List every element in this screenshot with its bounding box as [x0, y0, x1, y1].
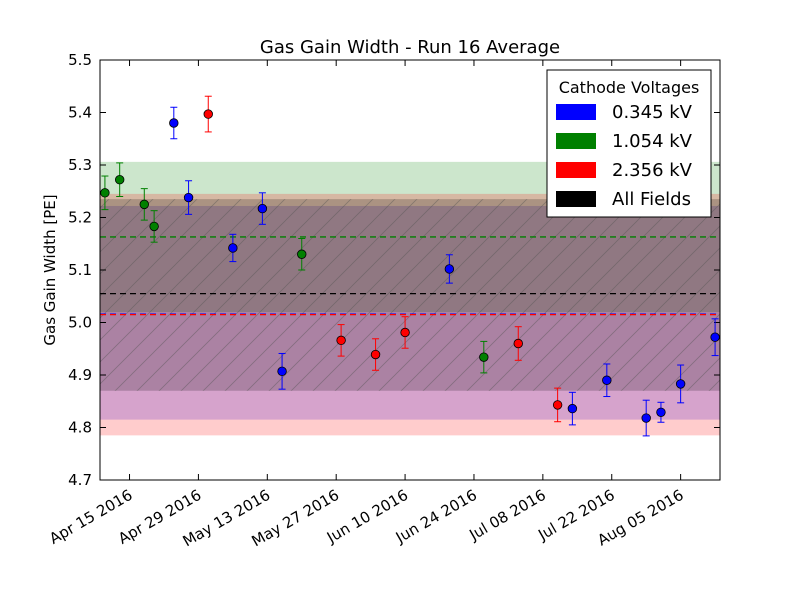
data-point — [370, 338, 381, 371]
data-point — [228, 233, 238, 263]
marker — [228, 243, 238, 253]
data-point — [297, 238, 307, 271]
marker — [513, 338, 523, 349]
marker — [444, 264, 455, 274]
y-tick-label: 5.2 — [68, 209, 92, 227]
y-tick-label: 4.9 — [68, 366, 92, 384]
data-point — [444, 254, 455, 284]
marker — [183, 192, 194, 203]
data-points — [100, 95, 720, 437]
marker — [641, 413, 651, 423]
data-point — [710, 318, 720, 357]
marker — [656, 407, 666, 417]
marker — [257, 203, 268, 214]
marker — [139, 199, 149, 210]
chart-title: Gas Gain Width - Run 16 Average — [260, 37, 560, 58]
data-point — [675, 364, 686, 404]
data-point — [203, 95, 213, 133]
marker — [567, 403, 578, 414]
data-point — [257, 192, 268, 225]
marker — [710, 332, 720, 342]
data-point — [139, 188, 149, 221]
y-tick-label: 4.8 — [68, 419, 92, 437]
legend-label: 0.345 kV — [612, 102, 693, 123]
data-point — [479, 340, 489, 374]
band-hatch-all-fields — [100, 199, 720, 391]
marker — [203, 109, 213, 119]
marker — [370, 349, 381, 360]
legend-swatch — [556, 133, 596, 149]
marker — [169, 118, 179, 128]
data-point — [336, 324, 346, 357]
marker — [479, 352, 489, 362]
data-point — [513, 326, 523, 361]
x-tick-label: Jul 08 2016 — [465, 486, 548, 545]
legend-label: 2.356 kV — [612, 160, 693, 181]
marker — [400, 327, 410, 338]
y-tick-label: 5.5 — [68, 51, 92, 69]
data-point — [656, 401, 666, 423]
data-point — [567, 391, 578, 426]
y-tick-label: 5.4 — [68, 104, 92, 122]
y-tick-label: 5.3 — [68, 156, 92, 174]
data-point — [602, 363, 612, 398]
marker — [114, 174, 125, 185]
marker — [149, 221, 159, 232]
y-tick-label: 5.0 — [68, 314, 92, 332]
marker — [602, 375, 612, 385]
plot-frame — [99, 59, 721, 481]
data-point — [114, 162, 125, 197]
legend-title: Cathode Voltages — [559, 78, 700, 97]
data-point — [641, 399, 651, 437]
marker — [675, 379, 686, 389]
marker — [277, 366, 287, 377]
legend-swatch — [556, 191, 596, 207]
marker — [552, 400, 563, 410]
data-point — [149, 210, 159, 243]
data-point — [277, 352, 287, 390]
data-point — [169, 106, 179, 140]
marker — [336, 335, 346, 346]
y-tick-label: 5.1 — [68, 261, 92, 279]
legend: Cathode Voltages 0.345 kV 1.054 kV 2.356 k… — [546, 69, 712, 218]
legend-label: 1.054 kV — [612, 131, 693, 152]
data-point — [100, 175, 110, 211]
marker — [297, 249, 307, 259]
legend-swatch — [556, 162, 596, 178]
y-axis-label: Gas Gain Width [PE] — [41, 194, 59, 345]
marker — [100, 188, 110, 198]
legend-swatch — [556, 104, 596, 120]
data-point — [400, 316, 410, 349]
legend-label: All Fields — [612, 189, 691, 210]
data-point — [552, 387, 563, 423]
y-tick-label: 4.7 — [68, 471, 92, 489]
data-point — [183, 180, 194, 215]
